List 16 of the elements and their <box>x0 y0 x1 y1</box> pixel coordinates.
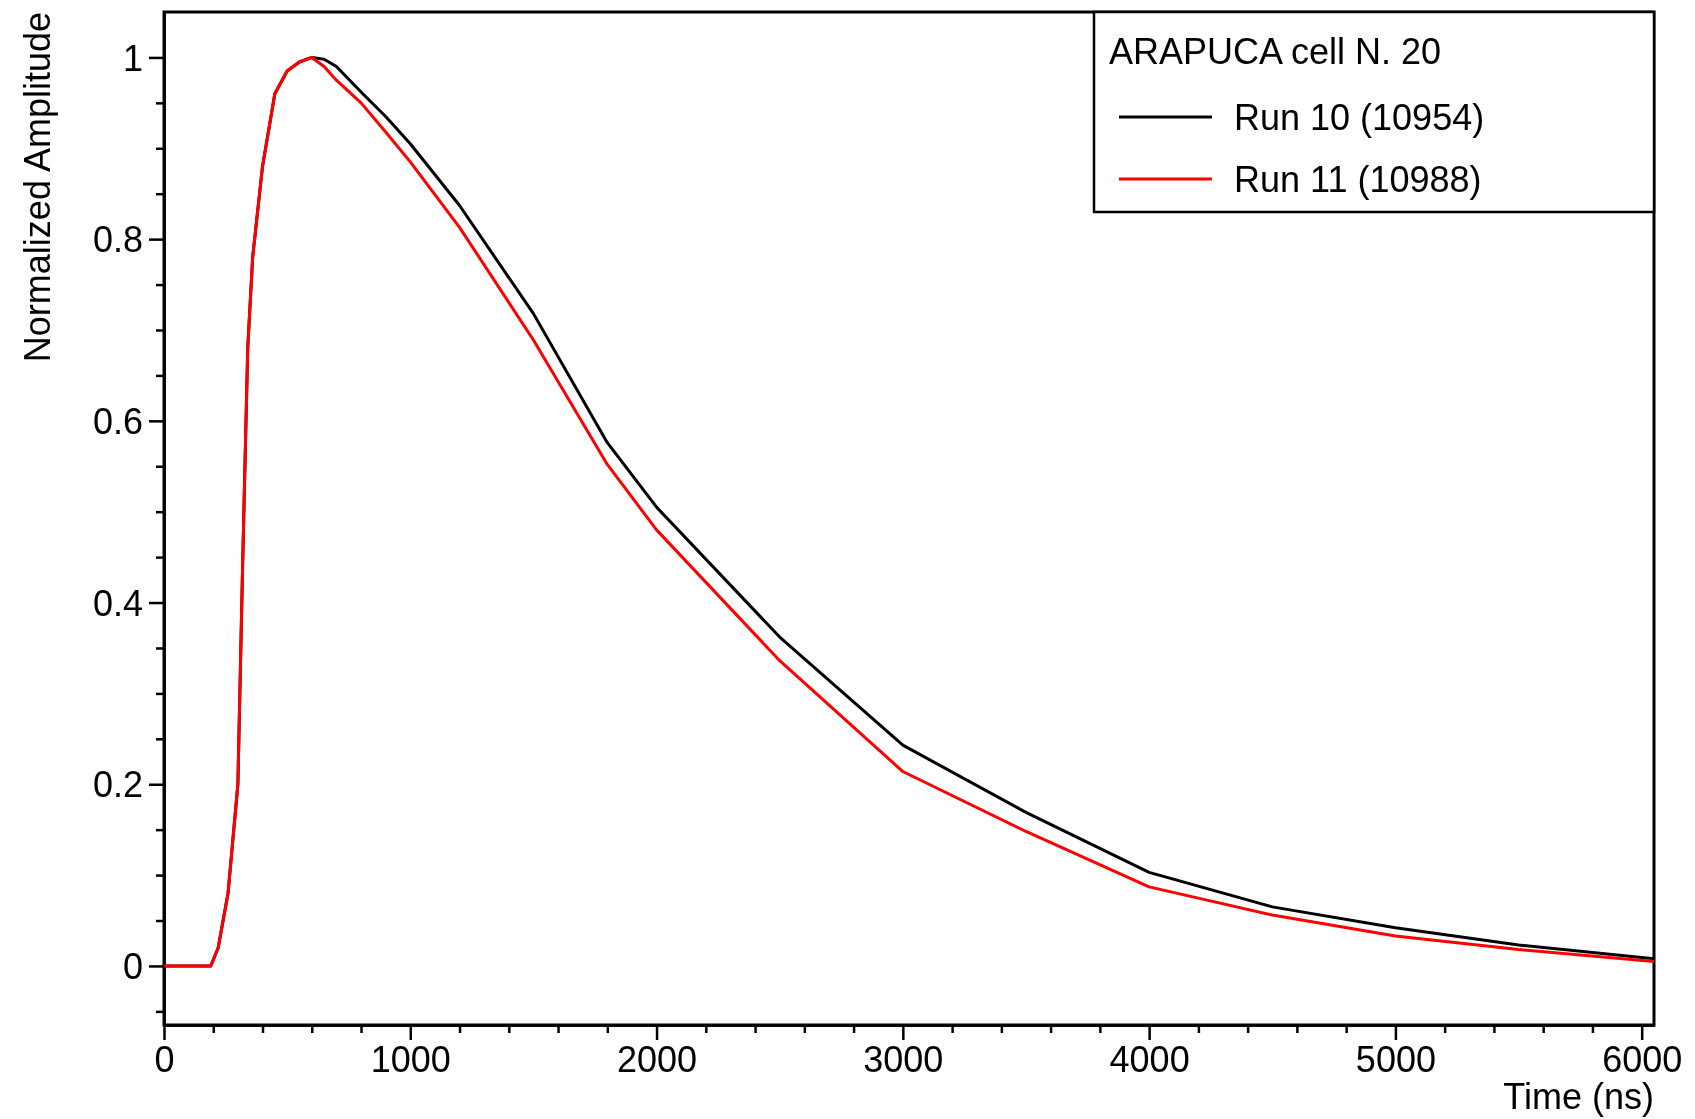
x-tick-label: 5000 <box>1355 1038 1436 1080</box>
y-tick-label: 0.2 <box>92 764 143 806</box>
y-tick-label: 0 <box>122 946 143 988</box>
x-tick-label: 3000 <box>863 1038 944 1080</box>
x-tick-label: 2000 <box>617 1038 698 1080</box>
y-tick-label: 1 <box>122 37 143 79</box>
legend-title: ARAPUCA cell N. 20 <box>1109 31 1442 72</box>
y-tick-label: 0.4 <box>92 582 143 624</box>
y-tick-label: 0.6 <box>92 400 143 442</box>
x-tick-label: 0 <box>154 1038 175 1080</box>
x-tick-label: 1000 <box>370 1038 451 1080</box>
x-tick-label: 4000 <box>1109 1038 1190 1080</box>
y-axis-title: Normalized Amplitude <box>17 12 58 363</box>
y-tick-label: 0.8 <box>92 219 143 261</box>
legend-label: Run 11 (10988) <box>1234 158 1482 200</box>
legend-label: Run 10 (10954) <box>1234 96 1485 138</box>
